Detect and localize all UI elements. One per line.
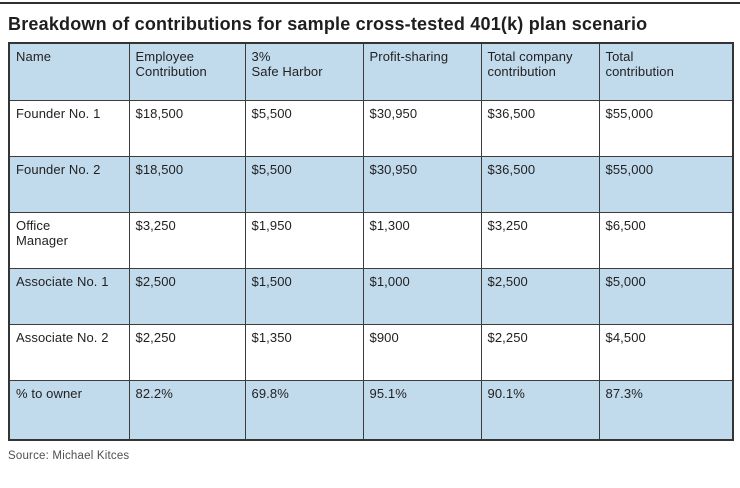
row-label: Founder No. 2 xyxy=(8,155,130,213)
value-cell: 87.3% xyxy=(598,379,734,441)
column-header-total-contribution: Total contribution xyxy=(598,42,734,101)
table-row-associate-2: Associate No. 2 $2,250 $1,350 $900 $2,25… xyxy=(8,323,734,381)
value-cell: $36,500 xyxy=(480,155,600,213)
value-cell: $1,300 xyxy=(362,211,482,269)
value-cell: $18,500 xyxy=(128,99,246,157)
column-header-name: Name xyxy=(8,42,130,101)
value-cell: $1,350 xyxy=(244,323,364,381)
row-label: Associate No. 2 xyxy=(8,323,130,381)
value-cell: $6,500 xyxy=(598,211,734,269)
value-cell: $2,250 xyxy=(480,323,600,381)
value-cell: $900 xyxy=(362,323,482,381)
value-cell: $2,500 xyxy=(480,267,600,325)
column-header-profit-sharing: Profit-sharing xyxy=(362,42,482,101)
value-cell: $5,000 xyxy=(598,267,734,325)
figure-container: Breakdown of contributions for sample cr… xyxy=(0,12,740,462)
row-label: Associate No. 1 xyxy=(8,267,130,325)
column-header-employee-contribution: Employee Contribution xyxy=(128,42,246,101)
value-cell: $1,000 xyxy=(362,267,482,325)
value-cell: $55,000 xyxy=(598,155,734,213)
row-label: Founder No. 1 xyxy=(8,99,130,157)
value-cell: $1,500 xyxy=(244,267,364,325)
value-cell: $5,500 xyxy=(244,155,364,213)
value-cell: $2,500 xyxy=(128,267,246,325)
column-header-total-company-contribution: Total company contribution xyxy=(480,42,600,101)
row-label: Office Manager xyxy=(8,211,130,269)
contributions-table: Name Employee Contribution 3% Safe Harbo… xyxy=(8,42,734,441)
value-cell: $5,500 xyxy=(244,99,364,157)
value-cell: 69.8% xyxy=(244,379,364,441)
table-row-founder-1: Founder No. 1 $18,500 $5,500 $30,950 $36… xyxy=(8,99,734,157)
value-cell: 95.1% xyxy=(362,379,482,441)
value-cell: $2,250 xyxy=(128,323,246,381)
table-header-row: Name Employee Contribution 3% Safe Harbo… xyxy=(8,42,734,101)
row-label: % to owner xyxy=(8,379,130,441)
table-row-percent-to-owner: % to owner 82.2% 69.8% 95.1% 90.1% 87.3% xyxy=(8,379,734,441)
table-row-office-manager: Office Manager $3,250 $1,950 $1,300 $3,2… xyxy=(8,211,734,269)
column-header-safe-harbor: 3% Safe Harbor xyxy=(244,42,364,101)
value-cell: $36,500 xyxy=(480,99,600,157)
top-rule xyxy=(0,2,740,4)
value-cell: $1,950 xyxy=(244,211,364,269)
value-cell: $4,500 xyxy=(598,323,734,381)
value-cell: $3,250 xyxy=(480,211,600,269)
value-cell: 90.1% xyxy=(480,379,600,441)
table-row-founder-2: Founder No. 2 $18,500 $5,500 $30,950 $36… xyxy=(8,155,734,213)
value-cell: $30,950 xyxy=(362,99,482,157)
source-note: Source: Michael Kitces xyxy=(8,450,130,462)
value-cell: 82.2% xyxy=(128,379,246,441)
value-cell: $30,950 xyxy=(362,155,482,213)
page-title: Breakdown of contributions for sample cr… xyxy=(8,14,648,34)
value-cell: $3,250 xyxy=(128,211,246,269)
table-row-associate-1: Associate No. 1 $2,500 $1,500 $1,000 $2,… xyxy=(8,267,734,325)
value-cell: $18,500 xyxy=(128,155,246,213)
value-cell: $55,000 xyxy=(598,99,734,157)
